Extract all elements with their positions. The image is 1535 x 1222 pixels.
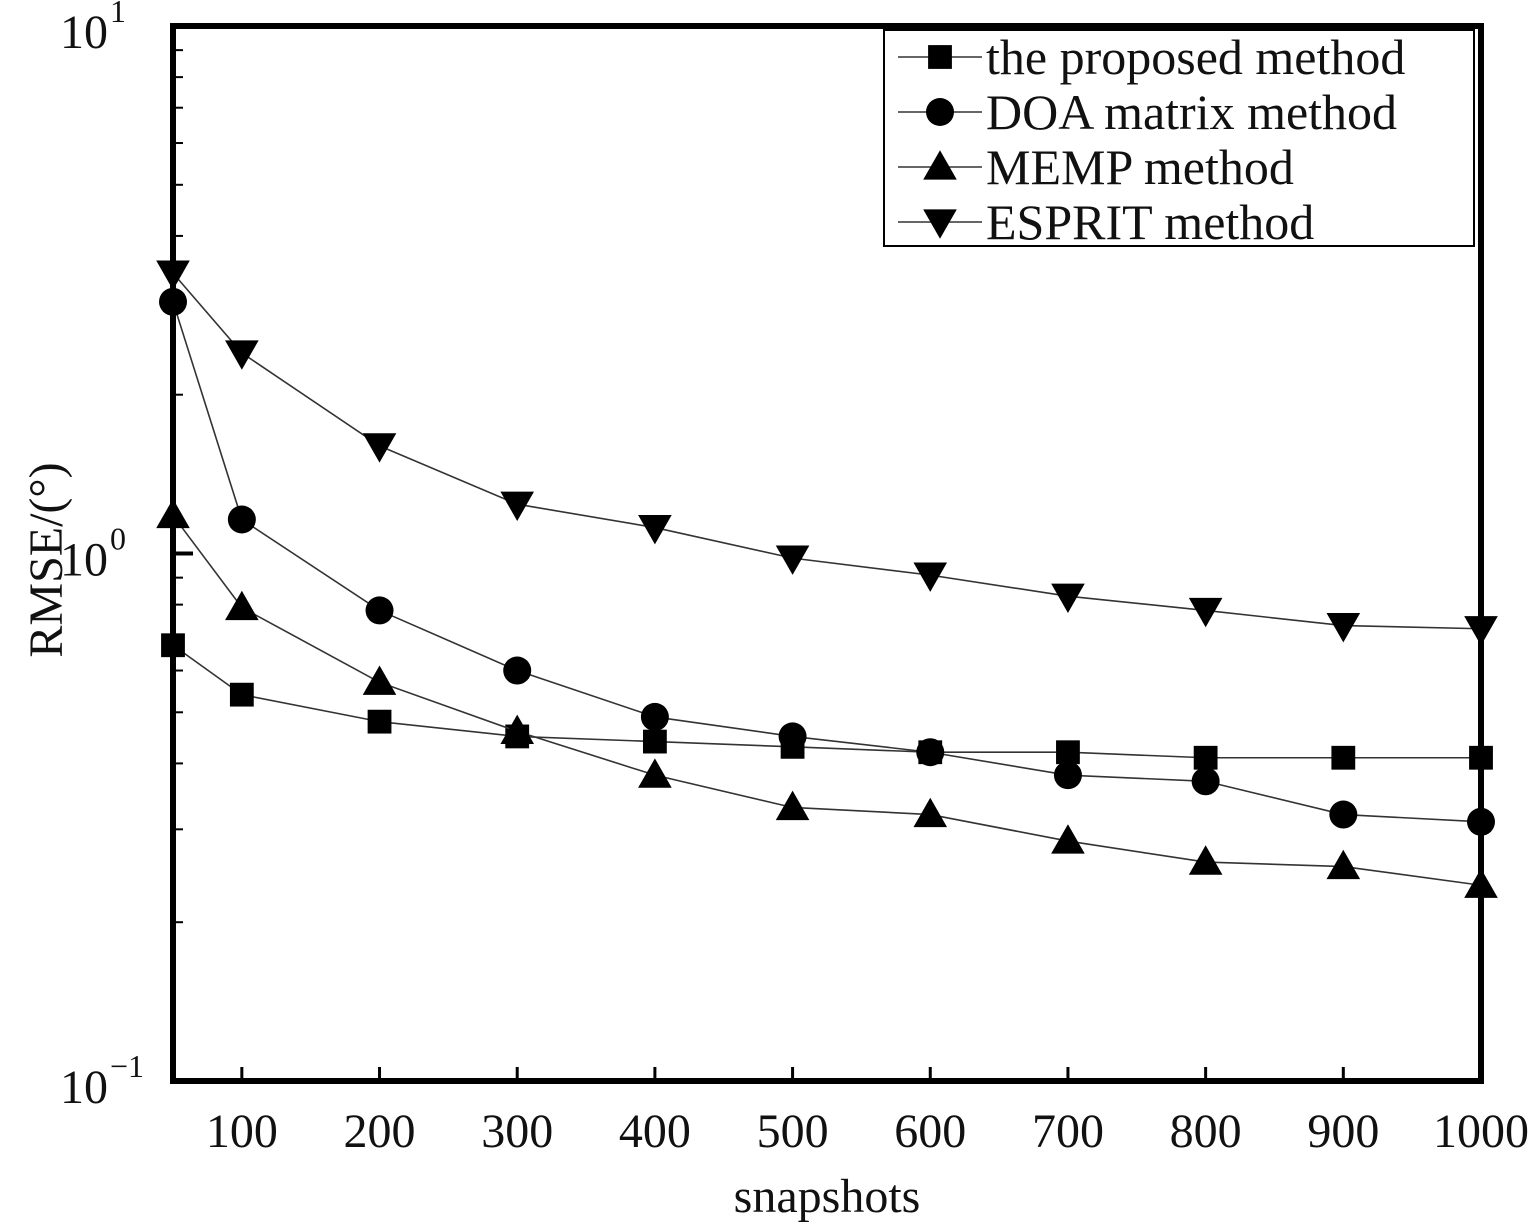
data-point	[229, 682, 254, 707]
y-tick-exponent: −1	[110, 1048, 144, 1084]
series-triangle-down	[156, 260, 1498, 646]
data-point	[775, 790, 810, 821]
y-tick-label: 10 0	[60, 521, 126, 587]
y-tick-exponent: 1	[110, 0, 126, 29]
x-tick-label: 1000	[1433, 1105, 1529, 1158]
data-point	[225, 590, 259, 621]
legend-marker	[923, 150, 957, 180]
data-point	[778, 722, 807, 751]
x-tick-label: 800	[1170, 1105, 1242, 1158]
series-circle	[159, 287, 1495, 836]
data-point	[642, 729, 667, 754]
data-point	[1056, 740, 1080, 765]
data-point	[1051, 824, 1085, 854]
data-point	[1191, 767, 1220, 796]
data-point	[161, 633, 185, 658]
data-point	[225, 340, 259, 370]
series-layer	[156, 260, 1498, 898]
y-tick-base: 10	[60, 6, 108, 59]
data-point	[1467, 807, 1495, 836]
x-tick-label: 100	[206, 1105, 278, 1158]
data-point	[1051, 583, 1085, 613]
data-point	[362, 433, 397, 463]
data-point	[367, 709, 392, 734]
x-tick-label: 300	[481, 1105, 553, 1158]
x-axis-title: snapshots	[734, 1170, 921, 1222]
x-tick-labels: 100 200 300 400 500 600 700 800 900 1000	[206, 1105, 1529, 1158]
x-tick-label: 200	[344, 1105, 416, 1158]
data-point	[913, 562, 948, 592]
legend-marker	[928, 45, 952, 69]
x-tick-label: 900	[1307, 1105, 1379, 1158]
data-point	[500, 491, 535, 522]
data-point	[362, 665, 397, 695]
data-point	[156, 260, 190, 290]
data-point	[159, 287, 187, 316]
data-point	[916, 738, 945, 767]
y-axis-title: RMSE/(°)	[20, 462, 73, 657]
x-tick-label: 600	[894, 1105, 966, 1158]
x-tick-label: 700	[1032, 1105, 1104, 1158]
y-tick-exponent: 0	[110, 521, 126, 557]
data-point	[503, 656, 532, 685]
y-tick-label: 10 1	[60, 0, 126, 59]
legend-label: MEMP method	[986, 139, 1294, 195]
y-tick-label: 10 −1	[60, 1048, 144, 1114]
legend-box	[883, 29, 1475, 247]
x-tick-label: 500	[757, 1105, 829, 1158]
data-point	[1331, 745, 1356, 770]
data-point	[1193, 745, 1218, 770]
series-triangle-up	[156, 498, 1498, 898]
data-point	[1329, 800, 1358, 829]
data-point	[1469, 745, 1493, 770]
legend-label: the proposed method	[986, 29, 1405, 85]
data-point	[1326, 849, 1361, 880]
legend-item: the proposed method	[898, 29, 1405, 85]
data-point	[638, 514, 672, 545]
y-tick-base: 10	[60, 534, 108, 587]
legend-marker	[923, 209, 957, 239]
axis-ticks	[173, 49, 1483, 1083]
legend-item: DOA matrix method	[898, 84, 1397, 140]
data-point	[775, 545, 810, 575]
data-point	[1053, 761, 1082, 790]
y-tick-base: 10	[60, 1061, 108, 1114]
data-point	[640, 702, 669, 731]
data-point	[1188, 597, 1223, 628]
data-point	[156, 498, 190, 529]
data-point	[1326, 612, 1361, 643]
data-point	[638, 758, 672, 788]
data-point	[1188, 845, 1223, 875]
legend-item: ESPRIT method	[898, 194, 1314, 250]
x-tick-label: 400	[619, 1105, 691, 1158]
legend-label: ESPRIT method	[986, 194, 1314, 250]
legend-marker	[926, 98, 954, 126]
data-point	[913, 797, 948, 828]
data-point	[1464, 868, 1498, 898]
data-point	[1464, 616, 1498, 646]
legend-label: DOA matrix method	[986, 84, 1397, 140]
data-point	[227, 505, 256, 534]
legend-item: MEMP method	[898, 139, 1294, 195]
data-point	[365, 596, 394, 625]
data-point	[500, 714, 535, 744]
